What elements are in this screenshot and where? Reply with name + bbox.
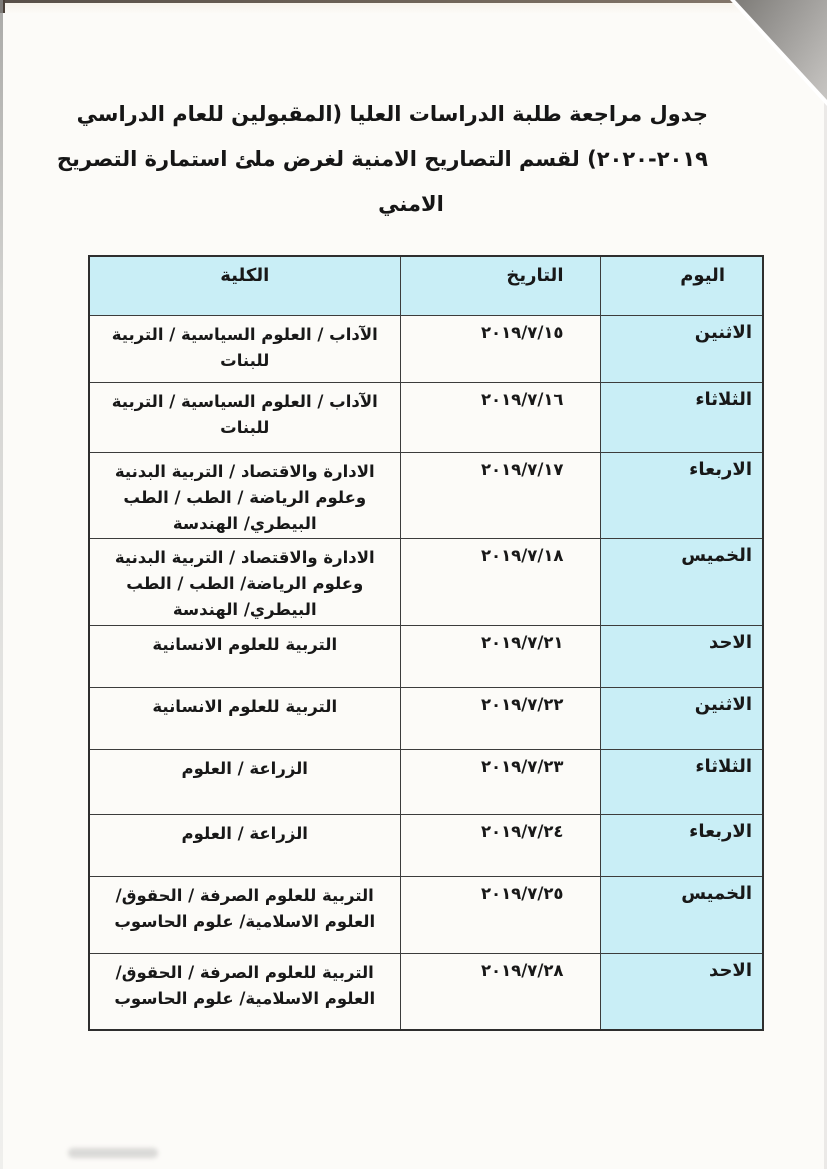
college-cell: الآداب / العلوم السياسية / التربية للبنا… (88, 381, 401, 453)
day-cell: الاثنين (599, 686, 764, 750)
table-row: الثلاثاء ٢٠١٩/٧/٢٣ الزراعة / العلوم (88, 748, 764, 815)
header-date: التاريخ (399, 255, 601, 316)
college-cell: الزراعة / العلوم (88, 748, 401, 815)
table-row: الاحد ٢٠١٩/٧/٢٨ التربية للعلوم الصرفة / … (88, 952, 764, 1031)
scan-edge-top (0, 0, 737, 3)
day-cell: الاثنين (599, 314, 764, 383)
table-row: الاربعاء ٢٠١٩/٧/١٧ الادارة والاقتصاد / ا… (88, 451, 764, 539)
college-cell: الآداب / العلوم السياسية / التربية للبنا… (88, 314, 401, 383)
scan-edge-right (824, 100, 827, 1169)
college-cell: التربية للعلوم الانسانية (88, 686, 401, 750)
table-row: الخميس ٢٠١٩/٧/٢٥ التربية للعلوم الصرفة /… (88, 875, 764, 954)
schedule-table: اليوم التاريخ الكلية الاثنين ٢٠١٩/٧/١٥ ا… (88, 255, 764, 1031)
college-cell: الادارة والاقتصاد / التربية البدنية وعلو… (88, 537, 401, 626)
table-row: الاثنين ٢٠١٩/٧/١٥ الآداب / العلوم السياس… (88, 314, 764, 383)
bleed-through-artifact (68, 1148, 158, 1158)
table-row: الخميس ٢٠١٩/٧/١٨ الادارة والاقتصاد / الت… (88, 537, 764, 626)
college-cell: التربية للعلوم الصرفة / الحقوق/ العلوم ا… (88, 875, 401, 954)
document-title: جدول مراجعة طلبة الدراسات العليا (المقبو… (56, 92, 708, 227)
table-row: الاحد ٢٠١٩/٧/٢١ التربية للعلوم الانسانية (88, 624, 764, 688)
header-college: الكلية (88, 255, 401, 316)
day-cell: الخميس (599, 537, 764, 626)
title-line-2: ٢٠١٩-٢٠٢٠) لقسم التصاريح الامنية لغرض مل… (56, 147, 708, 171)
table-row: الثلاثاء ٢٠١٩/٧/١٦ الآداب / العلوم السيا… (88, 381, 764, 453)
college-cell: التربية للعلوم الصرفة / الحقوق/ العلوم ا… (88, 952, 401, 1031)
date-cell: ٢٠١٩/٧/٢١ (399, 624, 601, 688)
date-cell: ٢٠١٩/٧/٢٨ (399, 952, 601, 1031)
day-cell: الاحد (599, 952, 764, 1031)
header-row: اليوم التاريخ الكلية (88, 255, 764, 316)
date-cell: ٢٠١٩/٧/١٧ (399, 451, 601, 539)
schedule-table-header: اليوم التاريخ الكلية (88, 255, 764, 316)
title-line-1: جدول مراجعة طلبة الدراسات العليا (المقبو… (76, 102, 708, 126)
day-cell: الاربعاء (599, 813, 764, 877)
title-line-3: الامني (378, 192, 444, 216)
date-cell: ٢٠١٩/٧/٢٤ (399, 813, 601, 877)
table-row: الاربعاء ٢٠١٩/٧/٢٤ الزراعة / العلوم (88, 813, 764, 877)
date-cell: ٢٠١٩/٧/٢٣ (399, 748, 601, 815)
schedule-table-body: الاثنين ٢٠١٩/٧/١٥ الآداب / العلوم السياس… (88, 314, 764, 1031)
date-cell: ٢٠١٩/٧/١٨ (399, 537, 601, 626)
college-cell: التربية للعلوم الانسانية (88, 624, 401, 688)
date-cell: ٢٠١٩/٧/٢٥ (399, 875, 601, 954)
date-cell: ٢٠١٩/٧/٢٢ (399, 686, 601, 750)
college-cell: الادارة والاقتصاد / التربية البدنية وعلو… (88, 451, 401, 539)
header-day: اليوم (599, 255, 764, 316)
day-cell: الخميس (599, 875, 764, 954)
day-cell: الثلاثاء (599, 381, 764, 453)
day-cell: الاربعاء (599, 451, 764, 539)
table-row: الاثنين ٢٠١٩/٧/٢٢ التربية للعلوم الانسان… (88, 686, 764, 750)
day-cell: الاحد (599, 624, 764, 688)
college-cell: الزراعة / العلوم (88, 813, 401, 877)
scan-edge-left (0, 0, 3, 1169)
date-cell: ٢٠١٩/٧/١٦ (399, 381, 601, 453)
date-cell: ٢٠١٩/٧/١٥ (399, 314, 601, 383)
day-cell: الثلاثاء (599, 748, 764, 815)
